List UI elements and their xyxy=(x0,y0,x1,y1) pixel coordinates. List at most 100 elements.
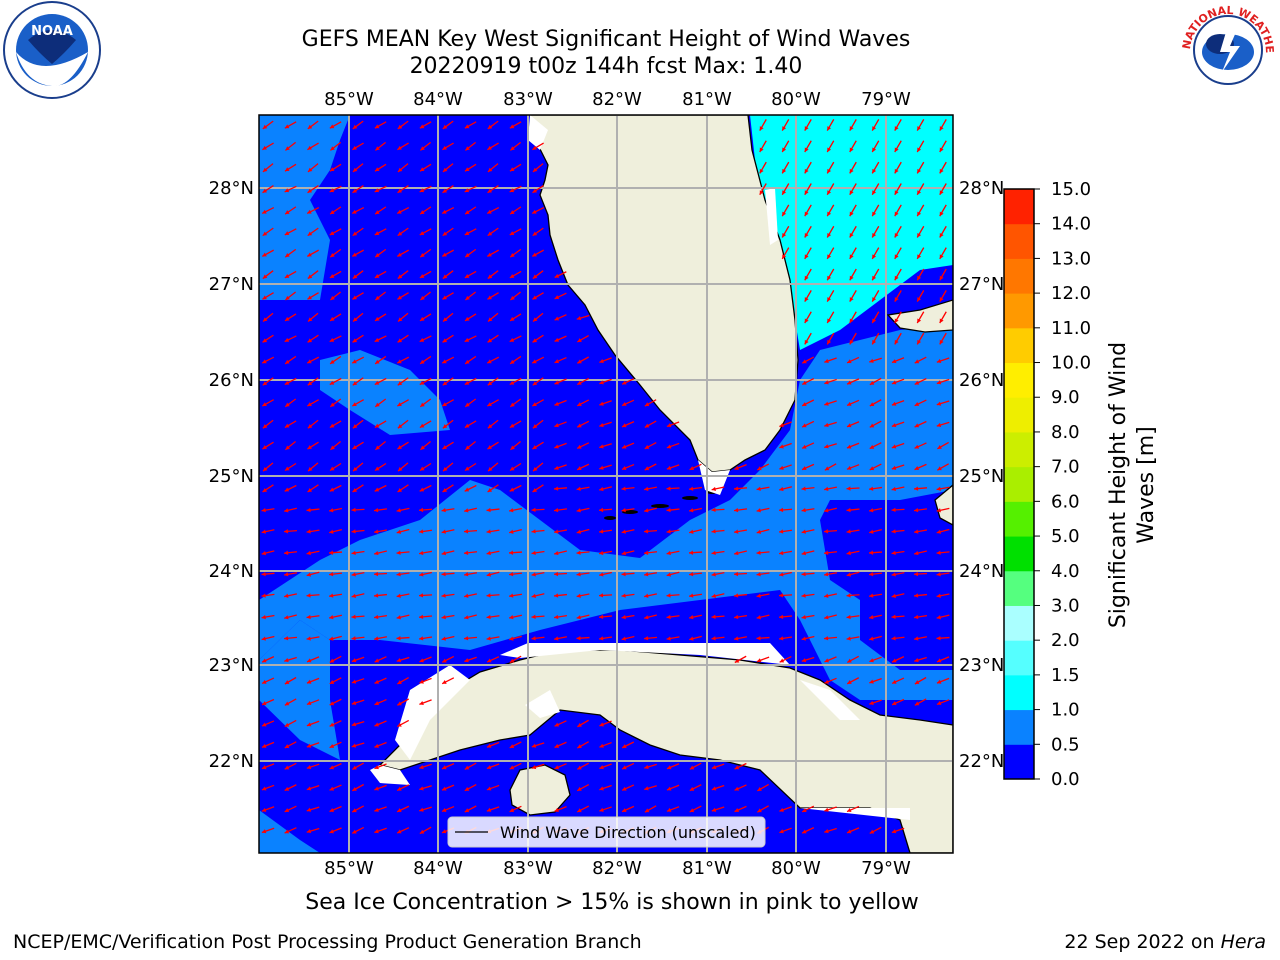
wave-arrow-head xyxy=(306,572,312,577)
wave-arrow-head xyxy=(622,401,627,406)
wave-arrow-head xyxy=(734,550,739,556)
wave-arrow-head xyxy=(486,807,492,812)
wave-arrow-head xyxy=(420,466,425,471)
lat-tick-label: 24°N xyxy=(209,561,254,582)
lon-tick-label: 79°W xyxy=(861,89,911,110)
wave-arrow-head xyxy=(487,381,493,386)
wave-arrow-head xyxy=(487,338,493,343)
wave-arrow-head xyxy=(621,508,626,513)
wave-arrow-head xyxy=(804,233,809,238)
wave-arrow-head xyxy=(756,572,761,577)
chart-title: GEFS MEAN Key West Significant Height of… xyxy=(301,27,911,52)
wave-arrow-head xyxy=(849,339,854,345)
sea-ice-note: Sea Ice Concentration > 15% is shown in … xyxy=(305,890,919,915)
colorbar-tick-label: 14.0 xyxy=(1051,214,1091,235)
wave-arrow-head xyxy=(621,529,626,534)
wave-arrow-head xyxy=(262,317,268,322)
wave-arrow-head xyxy=(351,572,356,577)
wave-arrow-head xyxy=(351,679,357,684)
wave-arrow-head xyxy=(352,252,357,257)
lat-tick-label: 25°N xyxy=(209,466,254,487)
wave-arrow-head xyxy=(487,445,492,450)
wave-arrow-head xyxy=(622,423,627,428)
wave-arrow-head xyxy=(599,786,604,791)
wave-arrow-head xyxy=(577,466,582,471)
colorbar-ticks: 0.0 0.5 1.0 1.5 2.0 3.0 4.0 5.0 6.0 7.0 8.0 9.0 10.0… xyxy=(1034,179,1091,790)
wave-arrow-head xyxy=(374,423,380,428)
wave-arrow-head xyxy=(554,444,559,449)
wave-arrow-head xyxy=(577,808,582,813)
wave-arrow-head xyxy=(599,380,604,385)
wave-arrow-head xyxy=(914,380,920,385)
wave-arrow-head xyxy=(689,636,694,641)
wave-arrow-head xyxy=(892,701,897,706)
wave-arrow-head xyxy=(532,402,537,407)
wave-arrow-head xyxy=(917,147,922,153)
wave-arrow-head xyxy=(869,358,874,363)
wave-arrow-head xyxy=(419,829,425,834)
lon-tick-label: 80°W xyxy=(771,858,821,879)
lon-tick-label: 83°W xyxy=(503,89,553,110)
wave-arrow-head xyxy=(599,444,604,449)
wave-arrow-head xyxy=(554,316,560,321)
wave-arrow-head xyxy=(577,722,582,727)
wave-arrow-head xyxy=(577,744,582,749)
wave-arrow-head xyxy=(644,808,650,813)
wave-arrow-head xyxy=(396,658,402,663)
wave-arrow-head xyxy=(554,529,559,534)
wave-arrow-head xyxy=(666,465,672,470)
wave-arrow-head xyxy=(261,529,266,534)
wave-arrow-head xyxy=(779,465,784,470)
wave-arrow-head xyxy=(846,507,851,513)
wave-arrow-head xyxy=(306,829,312,834)
wave-arrow-head xyxy=(306,765,312,770)
wave-arrow-head xyxy=(532,359,537,364)
wave-arrow-head xyxy=(509,167,515,172)
wave-arrow-head xyxy=(261,571,266,577)
wave-arrow-head xyxy=(351,550,356,556)
wave-arrow-head xyxy=(419,572,424,577)
wave-arrow-head xyxy=(307,124,313,129)
wave-arrow-head xyxy=(487,424,493,429)
wave-arrow-head xyxy=(759,147,764,153)
wave-arrow-head xyxy=(285,253,290,258)
colorbar-segment xyxy=(1004,223,1034,259)
land-bahamas xyxy=(886,299,953,333)
coastal-mask-cuba xyxy=(370,643,910,820)
wave-arrow-head xyxy=(872,339,877,345)
wave-arrow-head xyxy=(622,808,627,813)
wave-arrow-head xyxy=(442,381,448,386)
wave-arrow-head xyxy=(419,188,425,193)
colorbar-tick-label: 9.0 xyxy=(1051,387,1080,408)
wave-arrow-head xyxy=(779,593,784,598)
wave-arrow-head xyxy=(734,808,740,812)
wave-arrow-head xyxy=(442,274,448,279)
colorbar-label: Significant Height of Wind Waves [m] xyxy=(1106,342,1159,628)
wave-arrow-head xyxy=(261,551,267,556)
wave-arrow-head xyxy=(464,786,470,791)
wave-arrow-head xyxy=(442,765,447,770)
colorbar-tick-label: 4.0 xyxy=(1051,561,1080,582)
wave-arrow-head xyxy=(486,636,491,641)
wave-arrow-head xyxy=(599,358,604,364)
wave-arrow-head xyxy=(939,275,944,281)
wave-arrow-head xyxy=(846,593,851,598)
lat-tick-label: 27°N xyxy=(959,274,1004,295)
wave-arrow-head xyxy=(939,233,944,238)
wave-arrow-head xyxy=(554,593,559,598)
wave-arrow-head xyxy=(285,359,290,364)
wave-arrow-head xyxy=(554,614,559,620)
wave-arrow-head xyxy=(554,359,560,364)
wave-arrow-head xyxy=(827,233,832,238)
wave-arrow-head xyxy=(894,275,899,281)
wave-arrow-head xyxy=(914,507,919,513)
wave-arrow-head xyxy=(262,658,267,663)
wave-arrow-head xyxy=(307,402,312,407)
wave-arrow-head xyxy=(374,722,379,727)
wave-arrow-head xyxy=(306,614,311,620)
wave-arrow-head xyxy=(824,486,829,491)
wave-arrow-head xyxy=(329,487,335,492)
wave-arrow-head xyxy=(351,529,356,534)
wave-arrow-head xyxy=(782,168,787,174)
wave-arrow-head xyxy=(936,422,942,428)
